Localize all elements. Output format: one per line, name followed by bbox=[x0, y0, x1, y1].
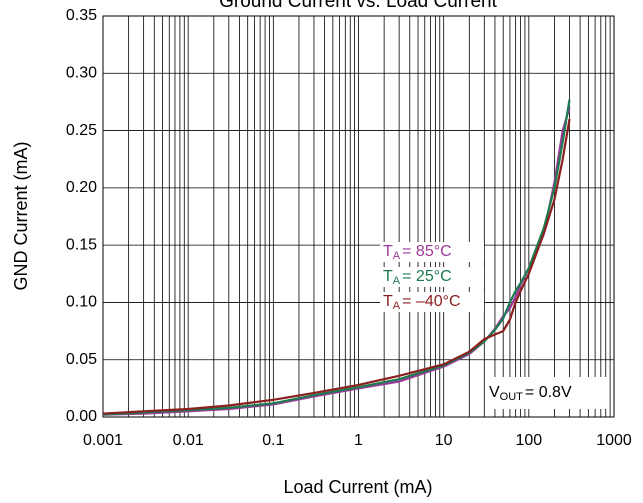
legend-bg bbox=[380, 292, 484, 312]
x-tick-label: 0.001 bbox=[83, 432, 123, 449]
y-tick-label: 0.20 bbox=[66, 179, 97, 196]
annotation: VOUT = 0.8V bbox=[489, 384, 572, 403]
x-tick-label: 100 bbox=[515, 432, 542, 449]
chart-title: Ground Current vs. Load Current bbox=[219, 0, 497, 12]
legend-entry: TA = 85°C bbox=[383, 243, 452, 262]
label-sub: OUT bbox=[500, 391, 524, 403]
annotation-box bbox=[485, 377, 608, 409]
x-tick-label: 10 bbox=[435, 432, 453, 449]
label-sub: A bbox=[393, 300, 401, 312]
y-tick-label: 0.35 bbox=[66, 7, 97, 24]
series-line bbox=[102, 118, 571, 415]
label-main: T bbox=[383, 243, 393, 260]
y-tick-label: 0.05 bbox=[66, 351, 97, 368]
label-rest: = 25°C bbox=[402, 268, 452, 285]
legend-entry: TA = –40°C bbox=[383, 293, 461, 312]
label-rest: = 0.8V bbox=[525, 384, 572, 401]
x-tick-label: 1000 bbox=[596, 432, 632, 449]
x-tick-label: 1 bbox=[354, 432, 363, 449]
series-line bbox=[102, 99, 571, 416]
x-axis-label: Load Current (mA) bbox=[283, 477, 432, 497]
x-tick-label: 0.01 bbox=[173, 432, 204, 449]
y-tick-label: 0.10 bbox=[66, 294, 97, 311]
label-rest: = 85°C bbox=[402, 243, 452, 260]
label-rest: = –40°C bbox=[402, 293, 460, 310]
label-main: V bbox=[489, 384, 500, 401]
y-tick-label: 0.30 bbox=[66, 65, 97, 82]
y-tick-label: 0.25 bbox=[66, 122, 97, 139]
label-main: T bbox=[383, 268, 393, 285]
label-sub: A bbox=[393, 275, 401, 287]
y-axis-label: GND Current (mA) bbox=[11, 141, 31, 290]
y-tick-label: 0.00 bbox=[66, 408, 97, 425]
x-tick-label: 0.1 bbox=[262, 432, 284, 449]
label-main: T bbox=[383, 293, 393, 310]
legend-bg bbox=[380, 242, 484, 262]
legend-bg bbox=[380, 267, 484, 287]
label-sub: A bbox=[393, 250, 401, 262]
legend-entry: TA = 25°C bbox=[383, 268, 452, 287]
y-tick-label: 0.15 bbox=[66, 236, 97, 253]
